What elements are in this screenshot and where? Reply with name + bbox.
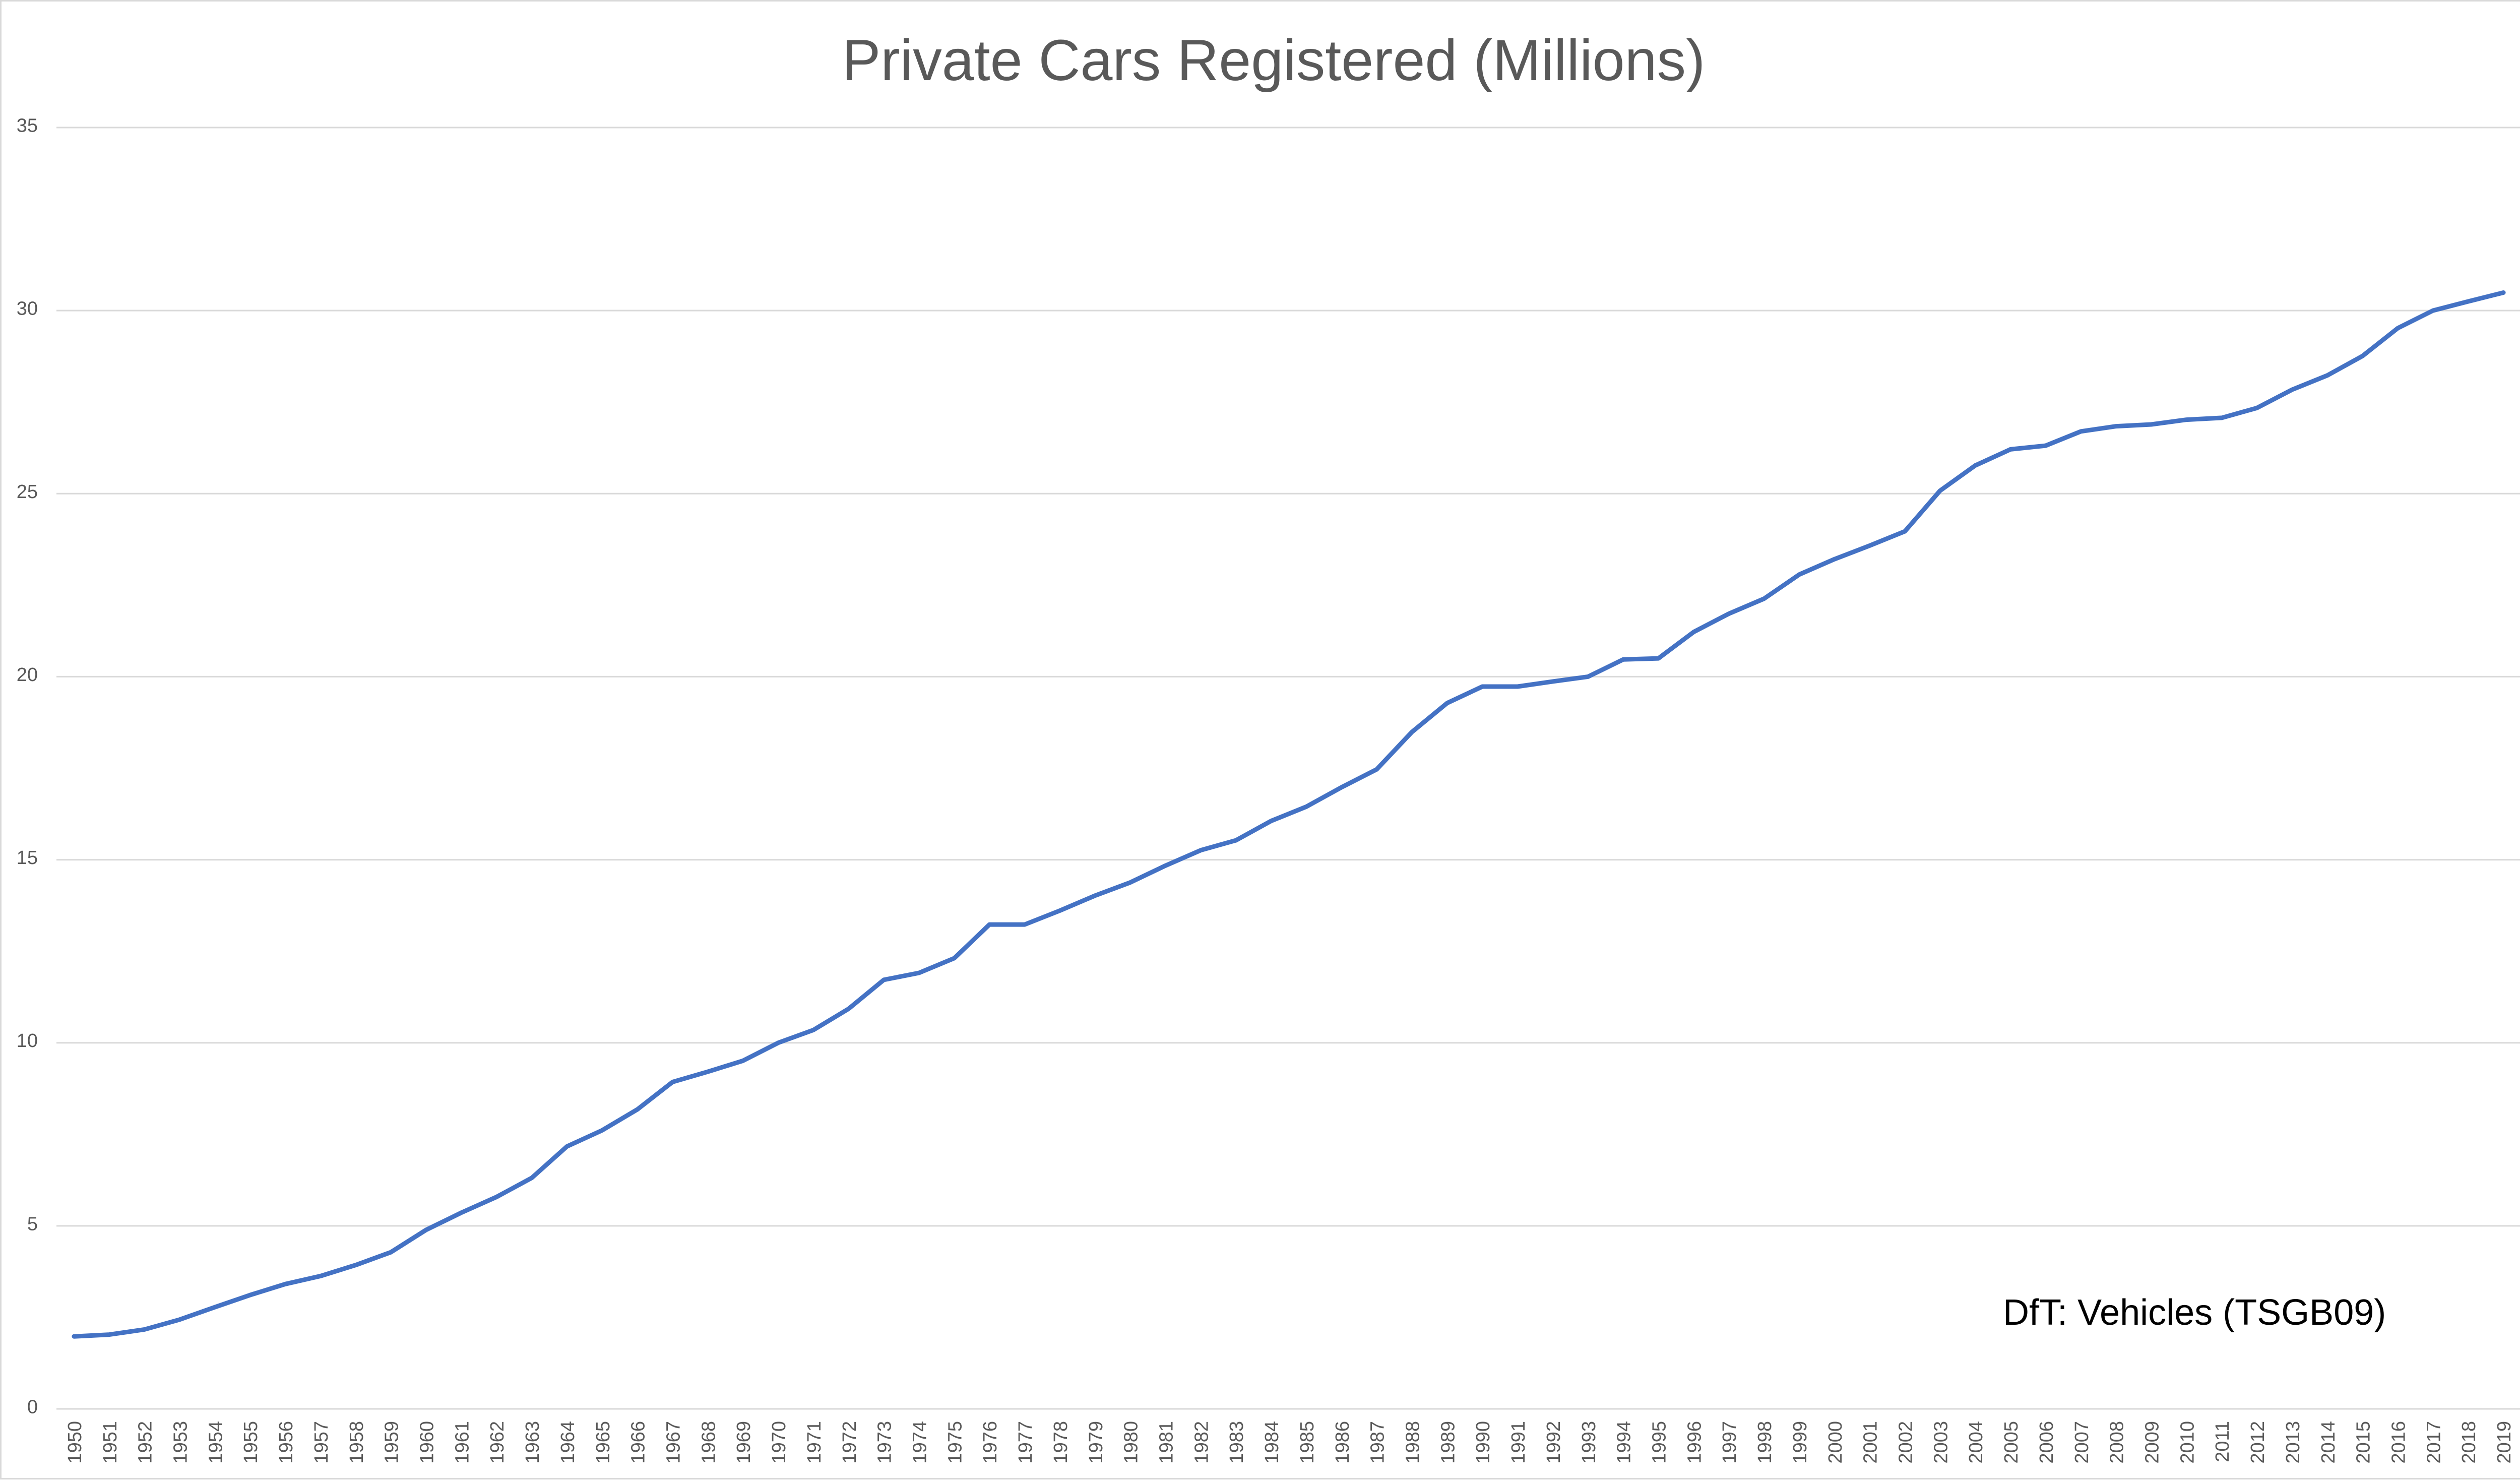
svg-text:1955: 1955	[240, 1421, 262, 1464]
svg-text:2003: 2003	[1930, 1421, 1951, 1464]
svg-text:1977: 1977	[1015, 1421, 1036, 1464]
svg-text:1962: 1962	[487, 1421, 508, 1464]
svg-text:1976: 1976	[980, 1421, 1001, 1464]
svg-text:1969: 1969	[733, 1421, 754, 1464]
svg-text:1999: 1999	[1790, 1421, 1811, 1464]
svg-text:5: 5	[27, 1213, 38, 1234]
svg-text:1986: 1986	[1332, 1421, 1353, 1464]
svg-text:1957: 1957	[311, 1421, 332, 1464]
svg-text:1951: 1951	[100, 1421, 121, 1464]
svg-text:1966: 1966	[628, 1421, 649, 1464]
svg-text:2016: 2016	[2388, 1421, 2410, 1464]
svg-text:1978: 1978	[1050, 1421, 1072, 1464]
svg-text:DfT: Vehicles (TSGB09): DfT: Vehicles (TSGB09)	[2003, 1292, 2386, 1333]
svg-text:1979: 1979	[1086, 1421, 1107, 1464]
svg-text:1965: 1965	[593, 1421, 614, 1464]
svg-text:1993: 1993	[1579, 1421, 1600, 1464]
svg-text:35: 35	[17, 115, 38, 137]
svg-text:1990: 1990	[1473, 1421, 1494, 1464]
svg-text:1972: 1972	[839, 1421, 860, 1464]
svg-text:1985: 1985	[1297, 1421, 1318, 1464]
svg-text:1967: 1967	[663, 1421, 684, 1464]
svg-text:2000: 2000	[1825, 1421, 1846, 1464]
svg-text:1963: 1963	[522, 1421, 543, 1464]
svg-text:15: 15	[17, 847, 38, 869]
svg-text:2018: 2018	[2459, 1421, 2480, 1464]
svg-text:2010: 2010	[2177, 1421, 2198, 1464]
svg-text:1983: 1983	[1226, 1421, 1247, 1464]
svg-text:20: 20	[17, 664, 38, 686]
svg-text:1984: 1984	[1262, 1421, 1283, 1464]
svg-text:1959: 1959	[382, 1421, 403, 1464]
svg-text:1953: 1953	[170, 1421, 192, 1464]
svg-text:2011: 2011	[2212, 1421, 2233, 1462]
svg-text:2012: 2012	[2247, 1421, 2269, 1464]
svg-text:2014: 2014	[2318, 1421, 2339, 1464]
svg-text:2017: 2017	[2423, 1421, 2444, 1464]
svg-text:1989: 1989	[1437, 1421, 1459, 1464]
svg-text:1961: 1961	[452, 1421, 473, 1464]
svg-text:1975: 1975	[944, 1421, 966, 1464]
svg-text:1994: 1994	[1614, 1421, 1635, 1464]
svg-text:1956: 1956	[276, 1421, 297, 1464]
svg-text:1970: 1970	[769, 1421, 790, 1464]
svg-text:2005: 2005	[2001, 1421, 2022, 1464]
svg-text:1960: 1960	[417, 1421, 438, 1464]
svg-text:1968: 1968	[698, 1421, 719, 1464]
svg-text:Private Cars Registered (Milli: Private Cars Registered (Millions)	[842, 28, 1706, 93]
svg-text:1996: 1996	[1684, 1421, 1705, 1464]
svg-text:1987: 1987	[1367, 1421, 1389, 1464]
svg-text:25: 25	[17, 481, 38, 503]
svg-text:1974: 1974	[910, 1421, 931, 1464]
svg-text:2001: 2001	[1860, 1421, 1881, 1464]
svg-text:1958: 1958	[346, 1421, 367, 1464]
svg-text:10: 10	[17, 1030, 38, 1052]
svg-text:1997: 1997	[1719, 1421, 1740, 1464]
svg-text:1980: 1980	[1121, 1421, 1142, 1464]
svg-text:2015: 2015	[2353, 1421, 2374, 1464]
svg-text:1964: 1964	[557, 1421, 579, 1464]
svg-text:2013: 2013	[2283, 1421, 2304, 1464]
svg-text:1998: 1998	[1754, 1421, 1776, 1464]
svg-text:1988: 1988	[1403, 1421, 1424, 1464]
svg-text:1973: 1973	[874, 1421, 896, 1464]
svg-text:1995: 1995	[1649, 1421, 1670, 1464]
svg-text:1992: 1992	[1543, 1421, 1564, 1464]
svg-text:1950: 1950	[65, 1421, 86, 1464]
svg-text:2004: 2004	[1966, 1421, 1987, 1464]
svg-text:1952: 1952	[135, 1421, 156, 1464]
svg-text:2006: 2006	[2036, 1421, 2057, 1464]
svg-text:2008: 2008	[2107, 1421, 2128, 1464]
svg-text:1971: 1971	[804, 1421, 825, 1464]
svg-text:2009: 2009	[2142, 1421, 2163, 1464]
svg-text:0: 0	[27, 1397, 38, 1418]
svg-text:2002: 2002	[1896, 1421, 1917, 1464]
svg-text:1991: 1991	[1508, 1421, 1529, 1464]
svg-text:30: 30	[17, 298, 38, 320]
svg-text:2019: 2019	[2494, 1421, 2515, 1464]
svg-text:1981: 1981	[1156, 1421, 1177, 1464]
svg-text:2007: 2007	[2071, 1421, 2093, 1464]
svg-text:1954: 1954	[205, 1421, 226, 1464]
svg-text:1982: 1982	[1191, 1421, 1212, 1464]
